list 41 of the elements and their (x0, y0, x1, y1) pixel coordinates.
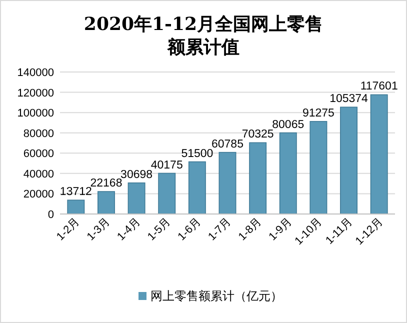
y-tick-label: 20000 (23, 188, 54, 201)
y-tick-label: 40000 (23, 168, 54, 180)
x-tick-label: 1-5月 (145, 216, 173, 244)
bar (279, 132, 297, 214)
bar (158, 172, 176, 214)
data-label: 80065 (272, 118, 304, 131)
bar (128, 182, 146, 214)
data-label: 117601 (360, 80, 398, 93)
x-tick-label: 1-6月 (176, 216, 204, 244)
bar (370, 94, 388, 214)
y-tick-label: 0 (48, 209, 54, 221)
data-label: 40175 (150, 159, 183, 172)
y-tick-label: 60000 (23, 148, 54, 160)
data-label: 105374 (330, 93, 369, 106)
data-label: 60785 (212, 138, 244, 150)
y-tick-label: 120000 (17, 87, 54, 100)
x-tick-label: 1-2月 (54, 216, 82, 244)
data-label: 30698 (120, 168, 153, 181)
chart-title: 2020年1-12月全国网上零售额累计值 (84, 14, 324, 58)
bar (218, 152, 236, 214)
data-label: 13712 (60, 186, 92, 198)
y-tick-label: 140000 (17, 67, 54, 79)
y-tick-label: 100000 (17, 108, 54, 120)
x-tick-label: 1-4月 (115, 216, 143, 244)
x-tick-label: 1-11月 (324, 216, 355, 247)
bar (188, 161, 206, 214)
data-label: 51500 (181, 148, 214, 160)
bar (67, 200, 85, 214)
bar (97, 191, 115, 214)
bar (249, 142, 267, 214)
data-label: 70325 (242, 128, 274, 141)
y-tick-label: 80000 (23, 128, 54, 140)
bar (310, 121, 328, 214)
x-tick-label: 1-7月 (206, 216, 234, 244)
bar (340, 106, 358, 214)
x-tick-label: 1-8月 (236, 216, 264, 244)
data-label: 91275 (302, 107, 334, 120)
x-tick-label: 1-3月 (84, 216, 112, 244)
x-tick-label: 1-9月 (266, 216, 294, 244)
data-label: 22168 (90, 178, 122, 190)
legend-label: 网上零售额累计（亿元） (150, 289, 282, 303)
